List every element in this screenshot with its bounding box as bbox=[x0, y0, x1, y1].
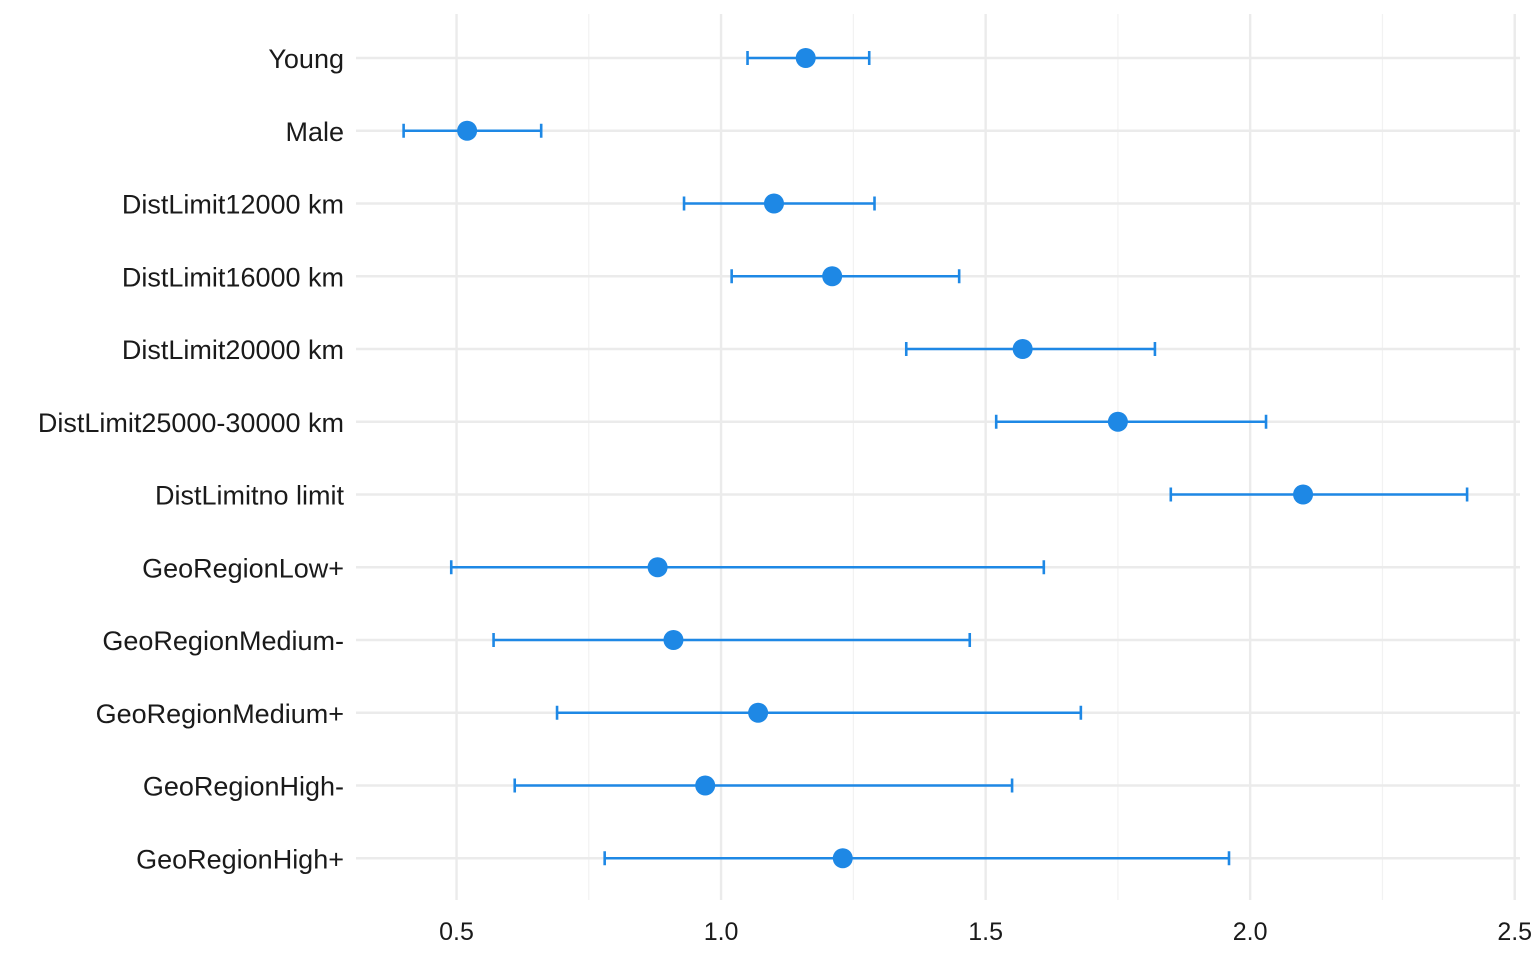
point-estimate bbox=[1012, 339, 1033, 359]
point-estimate bbox=[795, 48, 816, 68]
x-tick-label: 2.0 bbox=[1233, 918, 1268, 946]
y-tick-label: DistLimit20000 km bbox=[122, 335, 344, 365]
y-tick-label: DistLimit12000 km bbox=[122, 190, 344, 220]
x-tick-label: 1.5 bbox=[968, 918, 1003, 946]
x-axis-labels: 0.5 1.0 1.5 2.0 2.5 bbox=[439, 918, 1532, 946]
point-estimate bbox=[647, 557, 668, 578]
point-estimate bbox=[748, 702, 769, 723]
y-tick-label: DistLimitno limit bbox=[155, 481, 345, 511]
grid-layer bbox=[356, 14, 1520, 900]
y-tick-label: GeoRegionMedium- bbox=[102, 626, 344, 656]
y-axis-labels: Young Male DistLimit12000 km DistLimit16000… bbox=[38, 44, 345, 874]
x-tick-label: 0.5 bbox=[439, 918, 474, 946]
y-tick-label: GeoRegionHigh- bbox=[143, 772, 344, 802]
point-estimate bbox=[663, 630, 684, 650]
y-tick-label: GeoRegionLow+ bbox=[142, 553, 344, 583]
errorbar-layer bbox=[402, 51, 1469, 866]
point-estimate bbox=[763, 193, 784, 214]
y-tick-label: Young bbox=[268, 44, 344, 74]
point-estimate bbox=[1293, 484, 1314, 505]
point-estimate bbox=[457, 120, 478, 141]
x-tick-label: 1.0 bbox=[704, 918, 739, 946]
x-tick-label: 2.5 bbox=[1497, 918, 1532, 946]
y-tick-label: Male bbox=[285, 117, 344, 147]
y-tick-label: GeoRegionHigh+ bbox=[136, 844, 344, 874]
point-estimate bbox=[822, 266, 843, 287]
y-tick-label: DistLimit16000 km bbox=[122, 262, 344, 292]
point-estimate bbox=[1107, 411, 1128, 432]
point-layer bbox=[457, 48, 1314, 869]
point-estimate bbox=[832, 848, 853, 869]
y-tick-label: GeoRegionMedium+ bbox=[96, 699, 344, 729]
y-tick-label: DistLimit25000-30000 km bbox=[38, 408, 344, 438]
point-estimate bbox=[695, 775, 716, 796]
